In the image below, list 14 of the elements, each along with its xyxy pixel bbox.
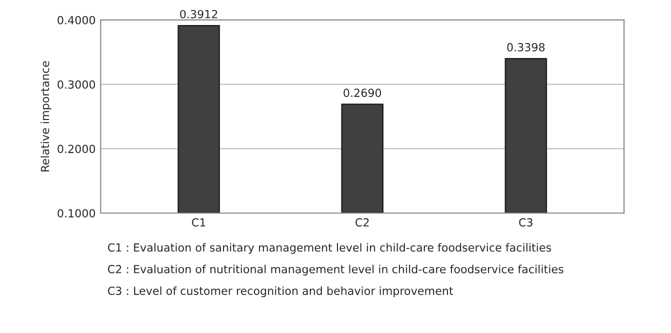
x-tick-label: C3 [519,218,532,227]
y-tick-label: 0.4000 [58,16,96,24]
data-label: 0.2690 [344,88,382,98]
text: C3 : Level of customer recognition and behavior improvement [108,286,454,298]
x-tick-label: C1 [192,218,206,227]
text: C2 : Evaluation of nutritional management level in child-care foodservice facilities [108,264,564,276]
x-tick-label: C2 [356,218,369,227]
data-label: 0.3398 [507,43,545,52]
y-tick-label: 0.1000 [58,209,96,218]
y-tick-label: 0.2000 [58,144,96,154]
y-tick-label: 0.3000 [58,80,96,89]
text: C1 : Evaluation of sanitary management level in child-care foodservice facilities [108,243,552,254]
y-axis-title: Relative importance [40,61,52,172]
data-label: 0.3912 [180,10,218,18]
